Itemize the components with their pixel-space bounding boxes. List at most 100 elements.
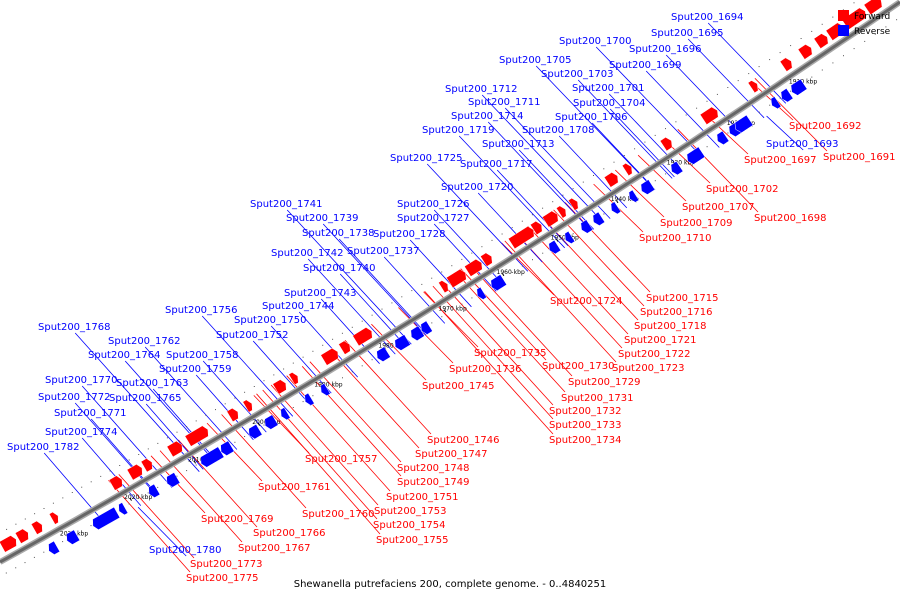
forward-gene-glyph[interactable] [30, 520, 43, 535]
forward-gene-label[interactable]: Sput200_1729 [568, 377, 641, 388]
reverse-gene-label[interactable]: Sput200_1708 [522, 125, 595, 136]
forward-gene-label[interactable]: Sput200_1724 [550, 296, 623, 307]
reverse-gene-glyph[interactable] [394, 334, 411, 351]
forward-gene-label[interactable]: Sput200_1769 [201, 514, 274, 525]
forward-gene-glyph[interactable] [320, 347, 339, 366]
forward-gene-glyph[interactable] [242, 399, 253, 413]
forward-gene-label[interactable]: Sput200_1757 [305, 454, 378, 465]
reverse-gene-glyph[interactable] [564, 230, 576, 244]
reverse-gene-glyph[interactable] [592, 211, 606, 226]
forward-gene-label[interactable]: Sput200_1749 [397, 477, 470, 488]
reverse-gene-label[interactable]: Sput200_1694 [671, 12, 744, 23]
forward-gene-label[interactable]: Sput200_1731 [561, 393, 634, 404]
reverse-gene-glyph[interactable] [48, 540, 61, 555]
reverse-gene-label[interactable]: Sput200_1695 [651, 28, 724, 39]
reverse-gene-label[interactable]: Sput200_1719 [422, 125, 495, 136]
reverse-gene-label[interactable]: Sput200_1741 [250, 199, 323, 210]
forward-gene-label[interactable]: Sput200_1715 [646, 293, 719, 304]
forward-gene-glyph[interactable] [621, 163, 633, 177]
reverse-gene-label[interactable]: Sput200_1706 [555, 112, 628, 123]
forward-gene-glyph[interactable] [0, 535, 17, 553]
reverse-gene-label[interactable]: Sput200_1763 [116, 378, 189, 389]
forward-gene-label[interactable]: Sput200_1767 [238, 543, 311, 554]
reverse-gene-glyph[interactable] [476, 286, 487, 300]
forward-gene-label[interactable]: Sput200_1692 [789, 121, 862, 132]
forward-gene-glyph[interactable] [226, 407, 239, 423]
forward-gene-label[interactable]: Sput200_1755 [376, 535, 449, 546]
forward-gene-label[interactable]: Sput200_1735 [474, 348, 547, 359]
forward-gene-label[interactable]: Sput200_1707 [682, 202, 755, 213]
forward-gene-glyph[interactable] [140, 458, 153, 473]
reverse-gene-label[interactable]: Sput200_1711 [468, 97, 541, 108]
reverse-gene-label[interactable]: Sput200_1762 [108, 336, 181, 347]
reverse-gene-label[interactable]: Sput200_1743 [284, 288, 357, 299]
forward-gene-label[interactable]: Sput200_1766 [253, 528, 326, 539]
forward-gene-label[interactable]: Sput200_1748 [397, 463, 470, 474]
reverse-gene-glyph[interactable] [118, 502, 129, 516]
reverse-gene-glyph[interactable] [790, 78, 808, 96]
reverse-gene-label[interactable]: Sput200_1727 [397, 213, 470, 224]
forward-gene-glyph[interactable] [352, 327, 373, 347]
reverse-gene-label[interactable]: Sput200_1758 [166, 350, 239, 361]
reverse-gene-label[interactable]: Sput200_1770 [45, 375, 118, 386]
forward-gene-label[interactable]: Sput200_1702 [706, 184, 779, 195]
forward-gene-glyph[interactable] [126, 464, 143, 481]
reverse-gene-glyph[interactable] [640, 179, 656, 195]
reverse-gene-label[interactable]: Sput200_1693 [766, 139, 839, 150]
reverse-gene-glyph[interactable] [248, 423, 263, 440]
reverse-gene-label[interactable]: Sput200_1740 [303, 263, 376, 274]
reverse-gene-glyph[interactable] [548, 239, 562, 255]
forward-gene-glyph[interactable] [438, 280, 449, 294]
reverse-gene-label[interactable]: Sput200_1714 [451, 111, 524, 122]
reverse-gene-glyph[interactable] [304, 392, 315, 406]
reverse-gene-glyph[interactable] [490, 274, 508, 291]
reverse-gene-glyph[interactable] [716, 130, 730, 145]
reverse-gene-glyph[interactable] [280, 407, 291, 421]
reverse-gene-label[interactable]: Sput200_1780 [149, 545, 222, 556]
forward-gene-glyph[interactable] [699, 106, 719, 125]
forward-gene-label[interactable]: Sput200_1730 [542, 361, 615, 372]
reverse-gene-label[interactable]: Sput200_1701 [572, 83, 645, 94]
reverse-gene-label[interactable]: Sput200_1742 [271, 248, 344, 259]
forward-gene-glyph[interactable] [567, 197, 579, 211]
reverse-gene-label[interactable]: Sput200_1699 [609, 60, 682, 71]
reverse-gene-glyph[interactable] [770, 96, 782, 110]
reverse-gene-label[interactable]: Sput200_1739 [286, 213, 359, 224]
reverse-gene-label[interactable]: Sput200_1713 [482, 139, 555, 150]
reverse-gene-glyph[interactable] [264, 414, 279, 430]
forward-gene-label[interactable]: Sput200_1754 [373, 520, 446, 531]
reverse-gene-label[interactable]: Sput200_1717 [460, 159, 533, 170]
reverse-gene-glyph[interactable] [148, 483, 161, 498]
reverse-gene-glyph[interactable] [734, 114, 754, 133]
forward-gene-label[interactable]: Sput200_1747 [415, 449, 488, 460]
forward-gene-glyph[interactable] [480, 252, 493, 267]
forward-gene-glyph[interactable] [272, 379, 287, 395]
forward-gene-label[interactable]: Sput200_1733 [549, 420, 622, 431]
forward-gene-label[interactable]: Sput200_1721 [624, 335, 697, 346]
reverse-gene-label[interactable]: Sput200_1725 [390, 153, 463, 164]
forward-gene-glyph[interactable] [446, 268, 467, 289]
reverse-gene-label[interactable]: Sput200_1768 [38, 322, 111, 333]
reverse-gene-glyph[interactable] [66, 529, 81, 545]
reverse-gene-glyph[interactable] [166, 472, 181, 488]
forward-gene-glyph[interactable] [747, 80, 759, 94]
forward-gene-glyph[interactable] [863, 0, 883, 16]
forward-gene-glyph[interactable] [779, 57, 793, 72]
forward-gene-label[interactable]: Sput200_1734 [549, 435, 622, 446]
reverse-gene-label[interactable]: Sput200_1764 [88, 350, 161, 361]
reverse-gene-label[interactable]: Sput200_1737 [347, 246, 420, 257]
forward-gene-label[interactable]: Sput200_1751 [386, 492, 459, 503]
reverse-gene-glyph[interactable] [420, 320, 433, 335]
reverse-gene-label[interactable]: Sput200_1752 [216, 330, 289, 341]
forward-gene-label[interactable]: Sput200_1736 [449, 364, 522, 375]
forward-gene-glyph[interactable] [288, 372, 299, 386]
reverse-gene-label[interactable]: Sput200_1700 [559, 36, 632, 47]
forward-gene-label[interactable]: Sput200_1710 [639, 233, 712, 244]
forward-gene-glyph[interactable] [555, 205, 567, 219]
forward-gene-label[interactable]: Sput200_1698 [754, 213, 827, 224]
reverse-gene-label[interactable]: Sput200_1696 [629, 44, 702, 55]
forward-gene-glyph[interactable] [184, 425, 209, 447]
forward-gene-glyph[interactable] [813, 33, 829, 49]
forward-gene-glyph[interactable] [14, 528, 29, 544]
reverse-gene-label[interactable]: Sput200_1728 [373, 229, 446, 240]
